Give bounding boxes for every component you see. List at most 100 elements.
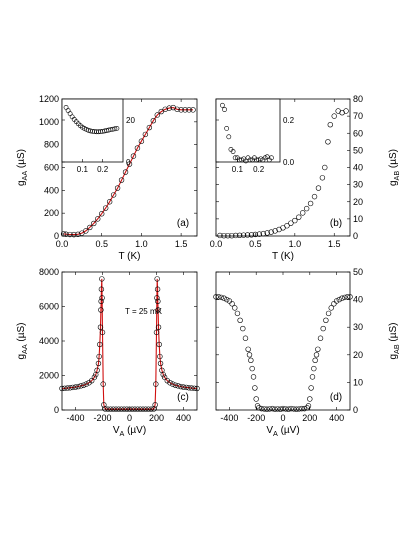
data-point — [114, 185, 121, 191]
data-point — [156, 341, 162, 348]
data-point — [315, 185, 322, 191]
data-point — [258, 405, 265, 412]
y-axis-label: gAA (µS) — [16, 322, 29, 359]
data-point — [91, 220, 97, 227]
plot-frame — [215, 271, 351, 411]
data-point — [183, 384, 189, 391]
fit-curve — [61, 278, 198, 410]
y-tick-label: 0 — [54, 231, 59, 241]
data-point — [121, 406, 127, 412]
data-point — [83, 381, 90, 387]
data-point — [261, 406, 267, 412]
data-point — [253, 396, 259, 402]
data-point — [97, 324, 104, 330]
data-point — [285, 406, 292, 412]
data-point — [343, 108, 349, 114]
x-tick-label: 200 — [302, 413, 317, 423]
data-point — [331, 301, 337, 307]
data-point — [70, 384, 76, 391]
data-point — [213, 294, 219, 300]
annotation-temperature: T = 25 mK — [125, 307, 163, 316]
data-point — [167, 380, 173, 386]
panel-label: (b) — [330, 218, 342, 229]
data-point — [229, 232, 235, 239]
data-point — [99, 295, 105, 301]
data-point — [317, 335, 324, 341]
data-point — [155, 298, 161, 305]
data-point — [315, 346, 321, 352]
data-point — [129, 406, 135, 412]
data-point — [339, 295, 345, 301]
data-point — [118, 406, 125, 412]
data-point — [148, 406, 154, 412]
data-point — [242, 335, 249, 341]
data-point — [122, 169, 129, 175]
y-tick-label: 0 — [54, 405, 59, 415]
data-point — [164, 377, 171, 384]
data-point — [172, 382, 179, 388]
data-point — [96, 353, 102, 360]
y-tick-label: 800 — [44, 140, 59, 150]
data-point — [151, 406, 157, 412]
y-tick-label: 0 — [353, 231, 358, 241]
data-point — [331, 113, 337, 119]
data-point — [101, 402, 107, 408]
x-tick-label: -400 — [66, 413, 84, 423]
data-point — [256, 405, 262, 411]
data-point — [60, 231, 67, 237]
data-point — [186, 385, 192, 391]
data-point — [175, 383, 181, 389]
data-point — [226, 298, 233, 304]
data-point — [299, 405, 305, 412]
data-point — [190, 107, 196, 113]
data-point — [221, 295, 227, 301]
data-point — [161, 374, 168, 380]
y-tick-label: 30 — [353, 180, 363, 190]
x-tick-label: 0.0 — [210, 239, 223, 249]
data-point — [145, 406, 152, 412]
data-point — [269, 405, 275, 412]
inset-data-point — [222, 107, 227, 112]
y-tick-label: 2000 — [39, 371, 59, 381]
data-point — [252, 231, 259, 238]
data-point — [277, 406, 284, 412]
data-point — [143, 406, 149, 412]
data-point — [307, 396, 313, 402]
data-point — [118, 177, 125, 183]
data-point — [252, 385, 258, 391]
data-point — [100, 381, 106, 387]
data-point — [272, 228, 278, 234]
data-point — [63, 231, 69, 237]
data-point — [150, 117, 157, 124]
data-point — [154, 295, 160, 301]
inset-data-point — [112, 126, 118, 132]
data-point — [303, 205, 310, 212]
x-tick-label: 200 — [149, 413, 164, 423]
y-axis-label: gAA (µS) — [16, 149, 29, 186]
plot-frame — [61, 271, 198, 411]
y-tick-label: 400 — [44, 185, 59, 195]
data-point — [99, 276, 105, 282]
data-point — [188, 385, 195, 391]
data-point — [87, 224, 93, 231]
data-point — [336, 296, 342, 303]
x-tick-label: -200 — [93, 413, 111, 423]
data-point — [91, 374, 98, 380]
panel-d: -400 -200 0 200 400 0 10 20 30 40 50 VA (µV) gAB (µS… — [213, 267, 401, 438]
data-point — [300, 210, 306, 216]
panel-label: (c) — [177, 392, 189, 403]
data-point — [248, 357, 254, 364]
data-point — [134, 406, 141, 412]
data-point — [94, 367, 100, 374]
y-axis-label: gAB (µS) — [388, 322, 401, 359]
data-point — [293, 406, 300, 412]
data-point — [102, 205, 109, 211]
inset-data-point — [254, 157, 259, 163]
x-axis-label: VA (µV) — [266, 425, 299, 438]
data-point — [98, 307, 104, 313]
data-point — [130, 153, 137, 159]
data-point — [274, 406, 281, 412]
y-axis-label: gAB (µS) — [388, 149, 401, 186]
data-point — [160, 371, 166, 378]
y-tick-label: 30 — [353, 322, 363, 332]
